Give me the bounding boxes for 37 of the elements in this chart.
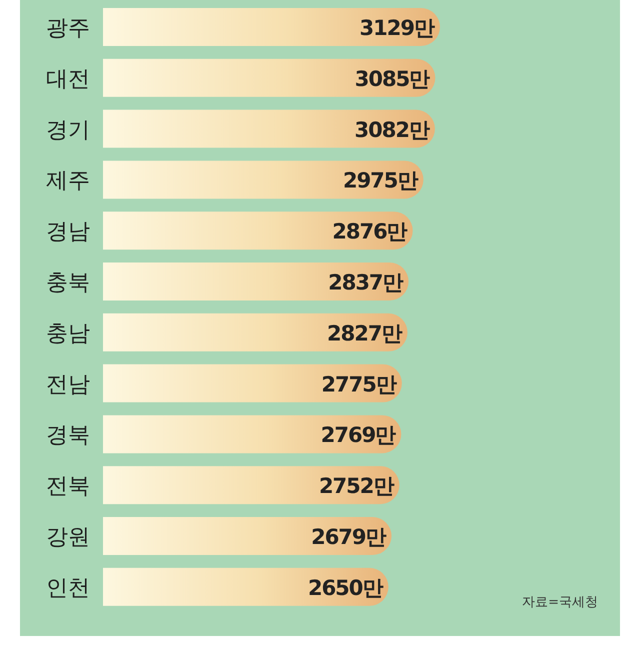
data-label: 2650만	[308, 576, 384, 600]
y-tick-label: 충남	[46, 321, 90, 346]
y-tick-label: 강원	[46, 525, 90, 550]
bar	[103, 212, 413, 250]
bar	[103, 517, 392, 555]
y-tick-label: 대전	[46, 66, 90, 92]
bar	[103, 415, 402, 454]
bar	[103, 110, 435, 148]
y-tick-label: 충북	[46, 270, 90, 296]
y-tick-label: 인천	[46, 576, 90, 601]
bar	[103, 466, 400, 504]
data-label: 3082만	[354, 118, 430, 142]
data-label: 2752만	[318, 474, 394, 498]
data-label: 3129만	[360, 16, 435, 40]
data-label: 2769만	[320, 423, 396, 448]
y-tick-label: 경기	[46, 118, 90, 143]
bar	[103, 262, 409, 300]
data-label: 3085만	[354, 66, 430, 91]
data-label: 2827만	[327, 321, 402, 346]
y-tick-label: 제주	[46, 168, 90, 194]
y-tick-label: 광주	[46, 16, 90, 41]
y-tick-label: 전남	[46, 372, 90, 398]
bar	[103, 364, 402, 402]
y-tick-label: 경북	[46, 423, 90, 448]
bar	[103, 160, 424, 199]
text: 자료=국세청	[522, 595, 598, 610]
data-label: 2837만	[328, 270, 404, 294]
bar	[103, 313, 408, 352]
data-label: 2876만	[332, 220, 408, 244]
y-tick-label: 전북	[46, 474, 90, 500]
data-label: 2775만	[321, 372, 397, 396]
bar	[103, 568, 388, 606]
bar	[103, 58, 436, 97]
bar	[103, 8, 440, 46]
y-tick-label: 경남	[46, 220, 90, 245]
data-label: 2975만	[342, 168, 418, 193]
data-label: 2679만	[311, 525, 387, 549]
